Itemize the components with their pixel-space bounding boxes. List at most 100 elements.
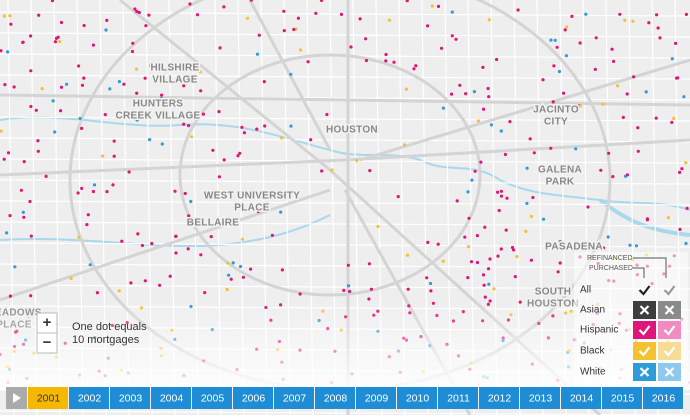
mortgage-dot: [525, 166, 529, 170]
mortgage-dot: [82, 23, 86, 28]
mortgage-dot: [29, 294, 33, 298]
mortgage-dot: [199, 89, 203, 93]
toggle-box[interactable]: [633, 342, 656, 360]
mortgage-dot: [8, 294, 12, 298]
purchased-toggle[interactable]: [633, 342, 656, 360]
mortgage-dot: [209, 235, 213, 239]
mortgage-dot: [467, 216, 471, 220]
mortgage-dot: [369, 287, 373, 291]
year-button[interactable]: [397, 387, 437, 409]
zoom-in[interactable]: +: [43, 314, 52, 331]
mortgage-dot: [492, 287, 496, 291]
mortgage-dot: [183, 191, 187, 196]
year-button[interactable]: [274, 387, 314, 409]
mortgage-dot: [628, 243, 632, 247]
toggle-icon[interactable]: [638, 346, 651, 357]
mortgage-dot: [203, 291, 207, 295]
year-label[interactable]: 2015: [611, 392, 635, 404]
refinanced-toggle[interactable]: [663, 285, 676, 296]
purchased-toggle[interactable]: [633, 363, 656, 381]
year-button[interactable]: [110, 387, 150, 409]
mortgage-dot: [499, 129, 503, 133]
year-label[interactable]: 2003: [119, 392, 143, 404]
toggle-icon[interactable]: [639, 367, 650, 377]
refinanced-toggle[interactable]: [658, 342, 681, 360]
year-button[interactable]: [233, 387, 273, 409]
toggle-icon[interactable]: [663, 346, 676, 357]
zoom-out[interactable]: −: [43, 334, 52, 351]
refinanced-toggle[interactable]: [658, 301, 681, 319]
year-label[interactable]: 2005: [201, 392, 225, 404]
refinanced-toggle[interactable]: [658, 321, 681, 339]
year-label[interactable]: 2006: [242, 392, 266, 404]
year-button[interactable]: [315, 387, 355, 409]
year-label[interactable]: 2014: [570, 392, 594, 404]
toggle-icon[interactable]: [664, 305, 675, 315]
mortgage-dot: [654, 116, 658, 120]
purchased-toggle[interactable]: [638, 285, 651, 296]
year-button[interactable]: [602, 387, 642, 409]
toggle-box[interactable]: [658, 342, 681, 360]
year-label[interactable]: 2013: [529, 392, 553, 404]
street: [0, 242, 690, 248]
year-button[interactable]: [28, 387, 68, 409]
mortgage-dot: [511, 248, 516, 252]
toggle-icon[interactable]: [663, 285, 676, 296]
mortgage-dot: [9, 22, 13, 26]
toggle-icon[interactable]: [663, 325, 676, 336]
toggle-icon[interactable]: [664, 367, 675, 377]
toggle-icon[interactable]: [638, 285, 651, 296]
refinanced-toggle[interactable]: [658, 363, 681, 381]
toggle-box[interactable]: [658, 321, 681, 339]
toggle-icon[interactable]: [639, 305, 650, 315]
toggle-box[interactable]: [633, 321, 656, 339]
toggle-icon[interactable]: [638, 325, 651, 336]
year-label[interactable]: 2007: [283, 392, 307, 404]
legend-refinanced: REFINANCED: [587, 255, 633, 262]
mortgage-dot: [463, 235, 467, 239]
zoom-out-button[interactable]: [36, 332, 58, 354]
street: [0, 410, 690, 416]
mortgage-dot: [367, 297, 371, 301]
year-button[interactable]: [356, 387, 396, 409]
year-button[interactable]: [561, 387, 601, 409]
year-button[interactable]: [69, 387, 109, 409]
year-label[interactable]: 2011: [447, 392, 470, 404]
mortgage-dot: [496, 190, 500, 194]
mortgage-dot: [355, 159, 359, 163]
mortgage-dot: [112, 139, 116, 143]
year-button[interactable]: [479, 387, 519, 409]
place-label: WEST UNIVERSITY: [204, 191, 300, 202]
mortgage-dot: [133, 7, 137, 11]
mortgage-dot: [496, 254, 500, 258]
purchased-toggle[interactable]: [633, 321, 656, 339]
year-button[interactable]: [438, 387, 478, 409]
mortgage-dot: [29, 234, 33, 238]
year-button[interactable]: [520, 387, 560, 409]
year-label[interactable]: 2016: [652, 392, 676, 404]
mortgage-dot: [623, 18, 627, 22]
year-label[interactable]: 2002: [78, 392, 102, 404]
play-icon[interactable]: [13, 393, 21, 403]
year-label[interactable]: 2001: [37, 392, 61, 404]
mortgage-dot: [515, 255, 519, 259]
year-button[interactable]: [643, 387, 683, 409]
mortgage-dot: [503, 152, 507, 157]
year-label[interactable]: 2008: [324, 392, 348, 404]
mortgage-dot: [187, 214, 191, 218]
year-label[interactable]: 2012: [488, 392, 512, 404]
mortgage-dot: [570, 14, 574, 18]
mortgage-dot: [636, 126, 640, 130]
mortgage-dot: [249, 267, 253, 271]
place-label: GALENA: [538, 165, 582, 176]
purchased-toggle[interactable]: [633, 301, 656, 319]
year-button[interactable]: [192, 387, 232, 409]
year-label[interactable]: 2004: [160, 392, 184, 404]
year-label[interactable]: 2010: [406, 392, 430, 404]
street: [0, 200, 690, 206]
mortgage-dot: [499, 189, 503, 193]
year-button[interactable]: [151, 387, 191, 409]
scale-note: One dot equals: [72, 321, 147, 333]
year-label[interactable]: 2009: [365, 392, 389, 404]
mortgage-dot: [36, 139, 40, 143]
